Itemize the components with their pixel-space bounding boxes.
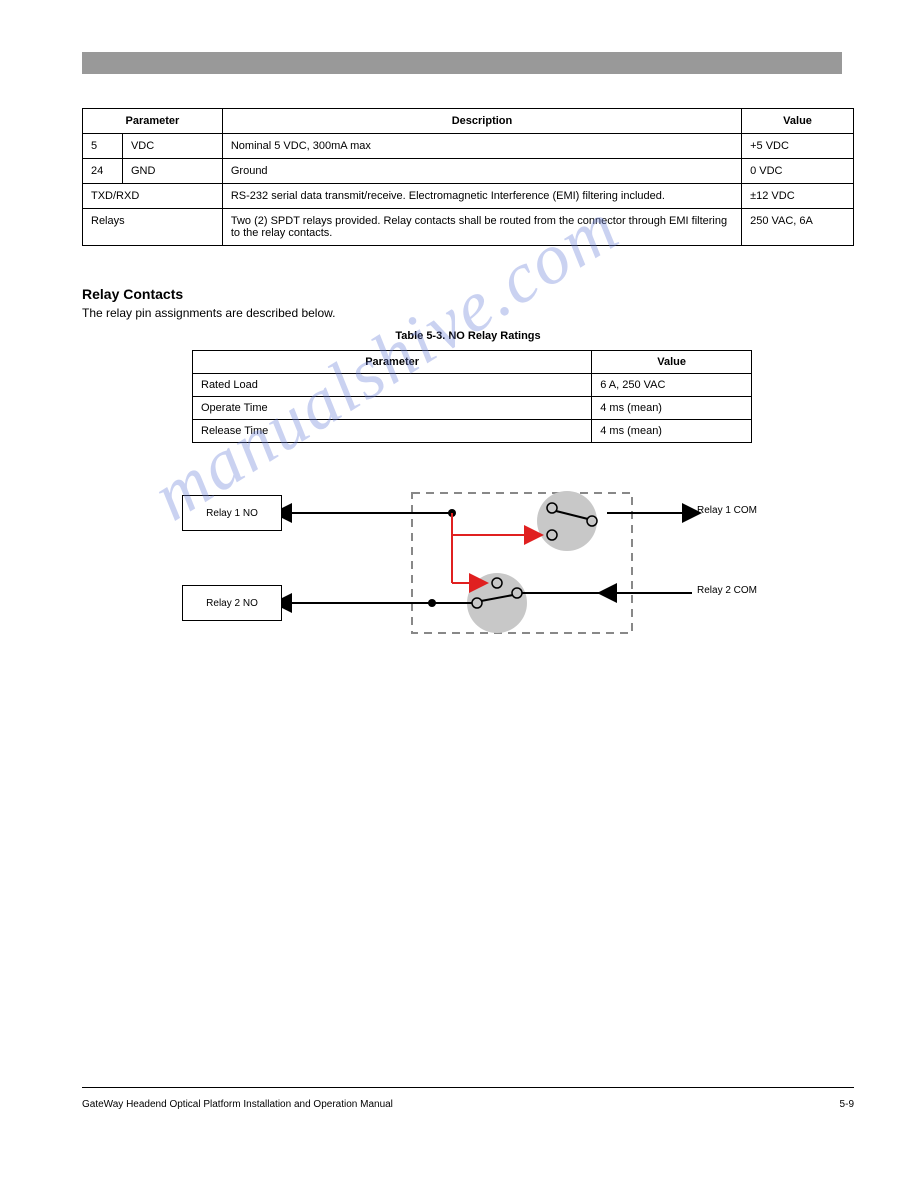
spec-cell: 24: [83, 159, 123, 184]
spec-cell: 250 VAC, 6A: [742, 209, 854, 246]
spec-cell: Ground: [222, 159, 741, 184]
spec-cell: Relays: [83, 209, 223, 246]
diagram-box-relay1: Relay 1 NO: [182, 495, 282, 531]
relay-cell: 4 ms (mean): [592, 420, 752, 443]
page-content: Parameter Description Value 5 VDC Nomina…: [82, 52, 854, 673]
spec-cell: ±12 VDC: [742, 184, 854, 209]
relay-table-caption: Table 5-3. NO Relay Ratings: [82, 330, 854, 342]
spec-cell: 0 VDC: [742, 159, 854, 184]
spec-cell: GND: [122, 159, 222, 184]
relay-cell: Operate Time: [193, 397, 592, 420]
footer-left: GateWay Headend Optical Platform Install…: [82, 1099, 854, 1110]
relay-heading: Relay Contacts: [82, 286, 854, 302]
spec-cell: +5 VDC: [742, 134, 854, 159]
spec-cell: VDC: [122, 134, 222, 159]
spec-th-param: Parameter: [83, 109, 223, 134]
spec-cell: 5: [83, 134, 123, 159]
relay-diagram: Relay 1 NO Relay 2 NO Relay 1 COM Relay …: [132, 473, 772, 673]
relay-th-value: Value: [592, 351, 752, 374]
relay-cell: Rated Load: [193, 374, 592, 397]
spec-cell: Two (2) SPDT relays provided. Relay cont…: [222, 209, 741, 246]
spec-th-desc: Description: [222, 109, 741, 134]
footer-right: 5-9: [840, 1099, 854, 1110]
relay-text: The relay pin assignments are described …: [82, 306, 854, 320]
relay-cell: Release Time: [193, 420, 592, 443]
relay-th-param: Parameter: [193, 351, 592, 374]
footer-line: [82, 1087, 854, 1088]
spec-th-value: Value: [742, 109, 854, 134]
spec-cell: Nominal 5 VDC, 300mA max: [222, 134, 741, 159]
spec-table-1: Parameter Description Value 5 VDC Nomina…: [82, 108, 854, 246]
spec-cell: TXD/RXD: [83, 184, 223, 209]
diagram-label-com1: Relay 1 COM: [697, 505, 757, 516]
diagram-box-relay2: Relay 2 NO: [182, 585, 282, 621]
relay-cell: 6 A, 250 VAC: [592, 374, 752, 397]
relay-cell: 4 ms (mean): [592, 397, 752, 420]
diagram-label-com2: Relay 2 COM: [697, 585, 757, 596]
relay-table: Parameter Value Rated Load 6 A, 250 VAC …: [192, 350, 752, 443]
spec-cell: RS-232 serial data transmit/receive. Ele…: [222, 184, 741, 209]
